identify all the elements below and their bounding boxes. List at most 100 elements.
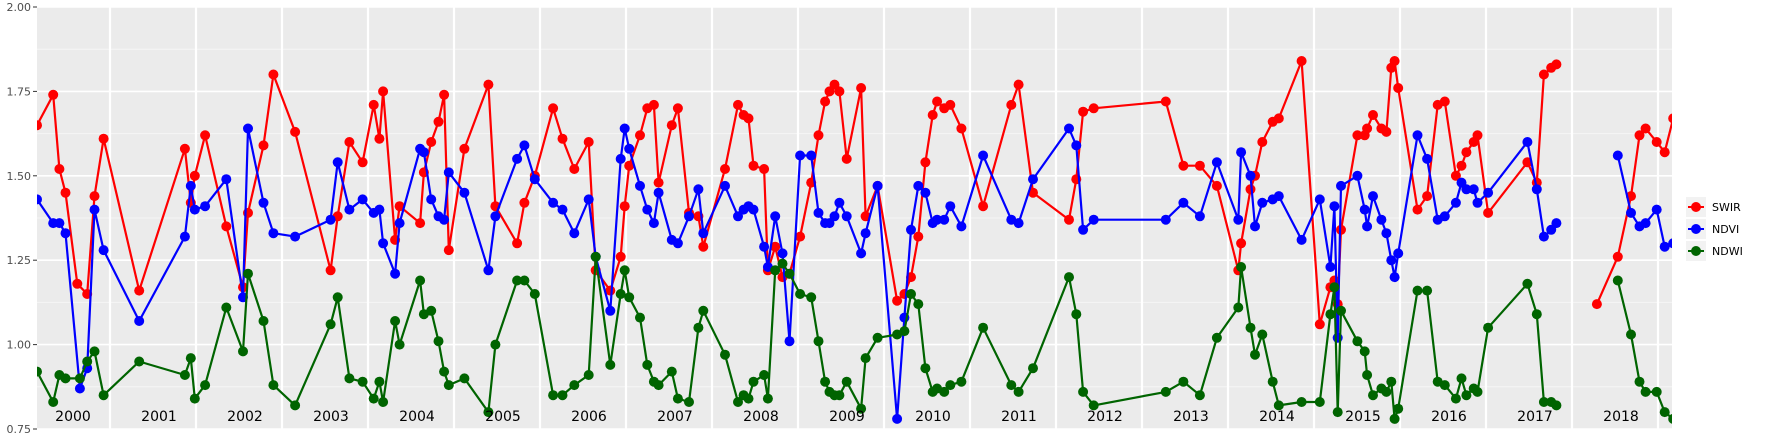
year-label: 2008	[743, 409, 779, 425]
ndwi-point	[98, 390, 109, 401]
ndvi-point	[1160, 214, 1171, 225]
ndvi-point	[98, 245, 109, 256]
ndwi-point	[357, 376, 368, 387]
ndwi-point	[1368, 390, 1378, 401]
swir-point	[1684, 144, 1694, 154]
swir-point	[927, 110, 938, 120]
swir-point	[666, 120, 677, 131]
swir-point	[1064, 214, 1074, 225]
ndvi-point	[332, 157, 343, 168]
swir-point	[134, 285, 145, 296]
ndwi-point	[777, 258, 788, 269]
swir-point	[89, 191, 100, 202]
swir-point	[1422, 191, 1433, 202]
ndwi-point	[743, 393, 754, 404]
ndvi-legend-label: NDVI	[1712, 223, 1739, 236]
ndvi-point	[1483, 187, 1494, 198]
year-label: 2005	[485, 409, 521, 425]
ndvi-point	[624, 143, 635, 154]
ndwi-point	[642, 359, 653, 370]
swir-point	[795, 231, 806, 242]
swir-point	[54, 164, 65, 174]
swir-series-line	[1595, 118, 1672, 305]
swir-point	[325, 265, 336, 276]
swir-point	[743, 113, 754, 124]
ndwi-point	[1412, 285, 1423, 296]
ndwi-point	[179, 370, 190, 380]
swir-point	[1368, 110, 1378, 120]
ndwi-point	[1389, 413, 1400, 424]
ndwi-point	[1450, 393, 1461, 404]
ndvi-point	[733, 211, 743, 222]
year-label: 2003	[313, 409, 349, 425]
ndwi-point	[978, 322, 989, 333]
ndvi-point	[1368, 191, 1378, 202]
ndwi-point	[243, 268, 253, 279]
year-label: 2012	[1087, 409, 1123, 425]
swir-point	[1634, 130, 1645, 141]
ndvi-point	[512, 153, 523, 164]
swir-point	[1612, 251, 1623, 262]
ndvi-point	[648, 218, 659, 229]
ndvi-point	[60, 228, 71, 239]
swir-point	[856, 83, 867, 93]
ndwi-legend-label: NDWI	[1712, 245, 1743, 258]
ndvi-point	[1450, 197, 1461, 208]
swir-point	[1450, 170, 1461, 181]
ndvi-point	[1668, 238, 1672, 249]
year-label: 2010	[915, 409, 951, 425]
swir-point	[443, 245, 454, 256]
ndwi-point	[1472, 386, 1483, 397]
ndwi-point	[635, 312, 645, 323]
ndvi-point	[1359, 204, 1370, 215]
swir-point	[748, 160, 759, 171]
ndwi-point	[1257, 329, 1268, 340]
ndvi-point	[1684, 188, 1694, 198]
ndvi-point	[1064, 123, 1074, 134]
ndwi-point	[557, 390, 568, 401]
ndvi-point	[1088, 214, 1099, 225]
ndvi-point	[200, 201, 211, 212]
ndvi-point	[1412, 130, 1423, 141]
swir-point	[1472, 130, 1483, 141]
ndvi-point	[1013, 218, 1024, 229]
ndwi-point	[624, 292, 635, 303]
ndwi-point	[490, 339, 501, 350]
ndvi-point	[1725, 130, 1735, 140]
ndvi-point	[189, 204, 200, 215]
ndwi-point	[1733, 303, 1743, 313]
ndvi-point	[1028, 174, 1038, 185]
ndwi-point	[60, 373, 71, 384]
ndvi-point	[426, 194, 437, 205]
ndvi-point	[806, 150, 817, 161]
swir-point	[1483, 207, 1494, 218]
ndwi-point	[1236, 262, 1247, 272]
swir-point	[1160, 96, 1171, 107]
ndvi-point	[1745, 211, 1755, 221]
ndvi-point	[89, 204, 100, 215]
swir-point	[1456, 160, 1467, 171]
ndvi-point	[1314, 194, 1325, 205]
ndvi-point	[945, 201, 956, 212]
swir-point	[1745, 100, 1755, 110]
ndvi-point	[290, 231, 301, 242]
ndvi-point	[784, 336, 795, 347]
swir-point	[1389, 56, 1400, 66]
ndwi-point	[834, 390, 845, 401]
ndwi-point	[1422, 285, 1433, 296]
ndwi-point	[1006, 380, 1017, 391]
year-label: 2014	[1259, 409, 1295, 425]
swir-point	[72, 278, 83, 289]
swir-point	[483, 79, 494, 90]
ndvi-point	[605, 305, 616, 316]
swir-point	[615, 251, 626, 262]
ndvi-point	[325, 214, 336, 225]
ndwi-point	[290, 400, 301, 411]
ndwi-point	[483, 407, 494, 418]
ndvi-point	[872, 180, 883, 191]
ndvi-point	[54, 218, 65, 229]
ndwi-point	[1267, 376, 1278, 387]
swir-point	[1013, 79, 1024, 90]
ndvi-point	[777, 248, 788, 259]
swir-point	[1178, 160, 1189, 171]
